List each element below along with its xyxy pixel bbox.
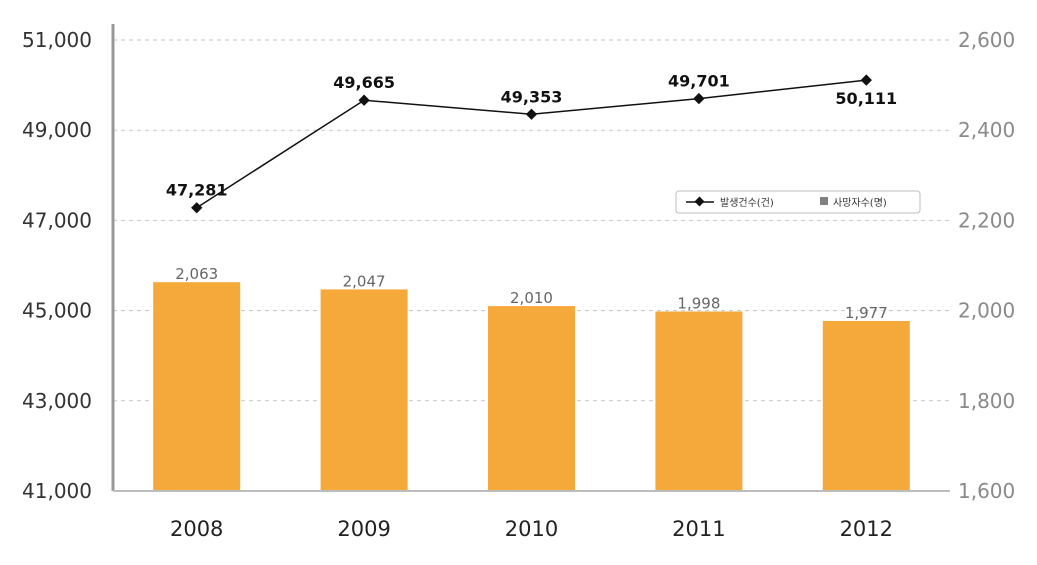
legend-diamond-marker — [694, 196, 705, 207]
left-axis-ticks: 41,000 43,000 45,000 47,000 49,000 51,000 — [22, 28, 92, 503]
x-tick-label: 2012 — [840, 517, 893, 541]
right-tick-label: 1,600 — [958, 479, 1015, 503]
right-tick-label: 1,800 — [958, 389, 1015, 413]
bar-labels: 2,063 2,047 2,010 1,998 1,977 — [175, 265, 888, 322]
x-axis-ticks: 2008 2009 2010 2011 2012 — [170, 517, 893, 541]
line-series — [191, 74, 872, 214]
legend-bar-label: 사망자수(명) — [833, 197, 887, 209]
left-tick-label: 49,000 — [22, 118, 92, 142]
bar-value-label: 2,010 — [510, 289, 553, 307]
axes — [111, 24, 950, 492]
legend-square-marker — [820, 197, 828, 205]
x-tick-label: 2009 — [337, 517, 390, 541]
bar-value-label: 1,998 — [677, 295, 720, 313]
left-tick-label: 41,000 — [22, 479, 92, 503]
left-tick-label: 51,000 — [22, 28, 92, 52]
line-point-marker — [358, 94, 370, 106]
line-point-marker — [525, 108, 538, 120]
line-labels: 47,281 49,665 49,353 49,701 50,111 — [166, 72, 897, 200]
bar-value-label: 2,047 — [343, 272, 386, 290]
bar — [488, 306, 575, 491]
line-value-label: 49,353 — [501, 87, 563, 106]
left-tick-label: 43,000 — [22, 389, 92, 413]
right-tick-label: 2,000 — [958, 299, 1015, 323]
right-tick-label: 2,200 — [958, 208, 1015, 232]
legend-box — [675, 190, 921, 214]
left-tick-label: 45,000 — [22, 299, 92, 323]
bar-value-label: 2,063 — [175, 265, 218, 283]
line-point-marker — [860, 74, 872, 86]
bars — [153, 282, 910, 491]
gridlines — [113, 39, 950, 402]
x-tick-label: 2011 — [672, 517, 725, 541]
line-point-marker — [693, 92, 705, 105]
line-point-marker — [191, 202, 203, 214]
bar — [655, 311, 743, 491]
right-tick-label: 2,400 — [958, 118, 1015, 142]
left-tick-label: 47,000 — [22, 208, 92, 232]
x-tick-label: 2008 — [170, 517, 223, 541]
legend: 발생건수(건) 사망자수(명) — [675, 190, 921, 214]
line-value-label: 49,701 — [668, 72, 730, 91]
bar — [320, 289, 408, 491]
bar — [822, 320, 910, 491]
line-value-label: 49,665 — [333, 73, 395, 92]
right-axis-ticks: 1,600 1,800 2,000 2,200 2,400 2,600 — [958, 28, 1015, 503]
bar-value-label: 1,977 — [845, 304, 888, 322]
x-tick-label: 2010 — [505, 517, 558, 541]
legend-line-label: 발생건수(건) — [720, 197, 774, 209]
line-value-label: 47,281 — [166, 181, 228, 200]
right-tick-label: 2,600 — [958, 28, 1015, 52]
line-value-label: 50,111 — [835, 89, 897, 108]
bar — [153, 282, 241, 491]
